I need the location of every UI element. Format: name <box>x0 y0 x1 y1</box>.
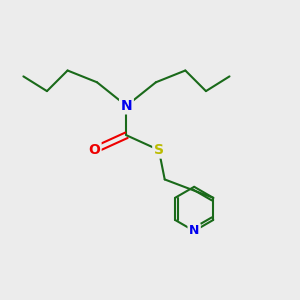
Text: S: S <box>154 143 164 157</box>
Text: N: N <box>121 99 132 113</box>
Text: N: N <box>189 224 200 238</box>
Text: O: O <box>88 143 100 157</box>
